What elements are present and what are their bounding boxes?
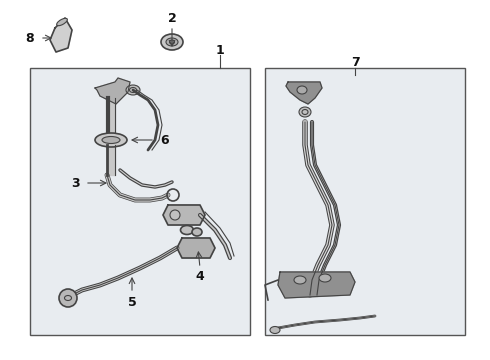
Bar [30, 68, 250, 335]
Polygon shape [278, 272, 355, 298]
Ellipse shape [170, 210, 180, 220]
Ellipse shape [170, 40, 174, 44]
Ellipse shape [270, 327, 280, 333]
Text: 2: 2 [168, 12, 176, 24]
Polygon shape [163, 205, 205, 225]
Text: 8: 8 [25, 32, 34, 45]
Ellipse shape [161, 34, 183, 50]
Ellipse shape [57, 18, 67, 26]
Ellipse shape [299, 107, 311, 117]
Text: 1: 1 [216, 44, 224, 57]
Text: 3: 3 [71, 176, 79, 189]
Ellipse shape [102, 136, 120, 144]
Text: 4: 4 [196, 270, 204, 284]
Ellipse shape [166, 38, 178, 46]
Ellipse shape [319, 274, 331, 282]
Polygon shape [286, 82, 322, 104]
Bar [265, 68, 465, 335]
Ellipse shape [95, 133, 127, 147]
Ellipse shape [126, 85, 140, 95]
Text: 6: 6 [161, 134, 170, 147]
Ellipse shape [180, 225, 194, 234]
Circle shape [59, 289, 77, 307]
Ellipse shape [294, 276, 306, 284]
Ellipse shape [297, 86, 307, 94]
Polygon shape [177, 238, 215, 258]
Polygon shape [50, 18, 72, 52]
Polygon shape [95, 78, 130, 104]
Text: 5: 5 [127, 296, 136, 309]
Ellipse shape [192, 228, 202, 236]
Text: 7: 7 [351, 55, 359, 68]
